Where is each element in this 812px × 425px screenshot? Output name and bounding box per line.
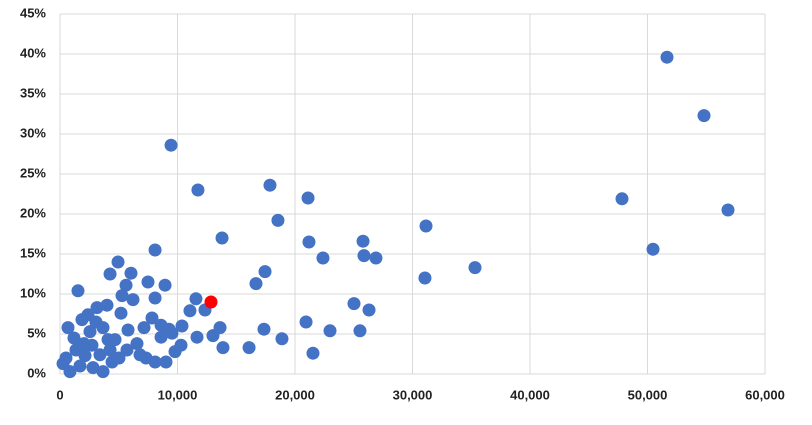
point [258,265,272,279]
point [101,333,115,347]
point [302,235,316,249]
y-tick-label: 15% [20,245,46,260]
point [158,278,172,292]
point [67,331,81,345]
point [111,255,125,269]
y-tick-label: 45% [20,5,46,20]
x-tick-label: 40,000 [510,387,550,402]
point [275,332,289,346]
point [175,319,189,333]
point [206,329,220,343]
point [271,213,285,227]
point [369,251,383,265]
point [103,267,117,281]
point [299,315,313,329]
point [646,242,660,256]
point [306,346,320,360]
point [721,203,735,217]
point [189,292,203,306]
point [86,361,100,375]
y-tick-label: 5% [27,325,46,340]
point [145,311,159,325]
y-tick-label: 30% [20,125,46,140]
point [697,109,711,123]
point [168,345,182,359]
point [263,178,277,192]
point [154,330,168,344]
point [90,301,104,315]
point [353,324,367,338]
point [115,289,129,303]
point [120,343,134,357]
point [141,275,155,289]
point [164,138,178,152]
point [418,271,432,285]
point [73,359,87,373]
point [126,293,140,307]
point [96,365,110,379]
point [190,330,204,344]
point [63,365,77,379]
point [148,243,162,257]
point [362,303,376,317]
x-tick-label: 60,000 [745,387,785,402]
point [301,191,315,205]
point [204,295,218,309]
series [204,295,218,309]
point [356,234,370,248]
point [242,341,256,355]
y-tick-label: 25% [20,165,46,180]
point [105,355,119,369]
point [71,284,85,298]
point [75,313,89,327]
y-tick-label: 0% [27,365,46,380]
point [148,355,162,369]
point [137,321,151,335]
point [61,321,75,335]
point [124,266,138,280]
y-tick-label: 40% [20,45,46,60]
x-tick-label: 20,000 [275,387,315,402]
x-tick-label: 0 [56,387,63,402]
point [93,348,107,362]
point [215,231,229,245]
point [77,337,91,351]
x-tick-label: 50,000 [628,387,668,402]
point [191,183,205,197]
point [660,50,674,64]
point [100,298,114,312]
point [119,278,133,292]
x-tick-label: 10,000 [158,387,198,402]
point [133,348,147,362]
point [130,337,144,351]
point [103,343,117,357]
point [323,324,337,338]
point [183,304,197,318]
series [56,50,735,379]
point [249,277,263,291]
point [357,249,371,263]
point [257,322,271,336]
point [468,261,482,275]
point [419,219,433,233]
point [316,251,330,265]
y-tick-label: 35% [20,85,46,100]
point [347,297,361,311]
point [89,315,103,329]
point [615,192,629,206]
point [165,326,179,340]
point [83,325,97,339]
x-tick-label: 30,000 [393,387,433,402]
y-tick-label: 20% [20,205,46,220]
point [159,355,173,369]
point [114,306,128,320]
point [216,341,230,355]
y-tick-label: 10% [20,285,46,300]
point [148,291,162,305]
point [121,323,135,337]
